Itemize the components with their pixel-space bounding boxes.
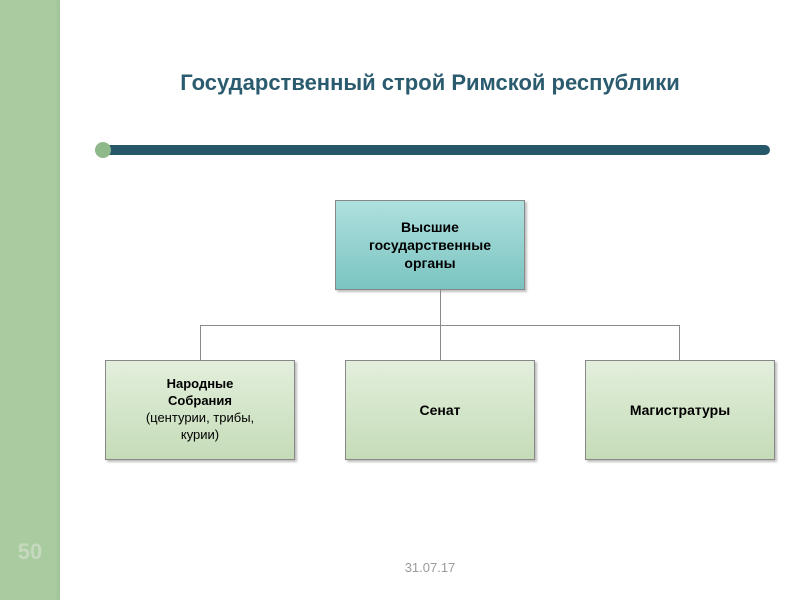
diagram-root-label: Высшиегосударственныеорганы	[369, 218, 491, 273]
diagram-connectors	[105, 290, 775, 360]
title-underline	[98, 145, 770, 155]
footer-date: 31.07.17	[60, 560, 800, 575]
connector-stem	[440, 290, 441, 325]
diagram-children-row: НародныеСобрания(центурии, трибы,курии) …	[105, 360, 775, 470]
slide-title: Государственный строй Римской республики	[60, 70, 800, 96]
slide-number: 50	[0, 539, 60, 565]
diagram-child-label: Магистратуры	[592, 401, 768, 419]
diagram-child-box: НародныеСобрания(центурии, трибы,курии)	[105, 360, 295, 460]
connector-drop-1	[440, 325, 441, 360]
slide-content: Государственный строй Римской республики…	[60, 0, 800, 600]
connector-drop-2	[679, 325, 680, 360]
connector-drop-0	[200, 325, 201, 360]
diagram-root-box: Высшиегосударственныеорганы	[335, 200, 525, 290]
diagram-child-box: Сенат	[345, 360, 535, 460]
sidebar-accent	[0, 0, 60, 600]
diagram-child-label: НародныеСобрания(центурии, трибы,курии)	[112, 376, 288, 444]
diagram-child-label: Сенат	[352, 401, 528, 419]
diagram-child-box: Магистратуры	[585, 360, 775, 460]
title-underline-cap	[95, 142, 111, 158]
